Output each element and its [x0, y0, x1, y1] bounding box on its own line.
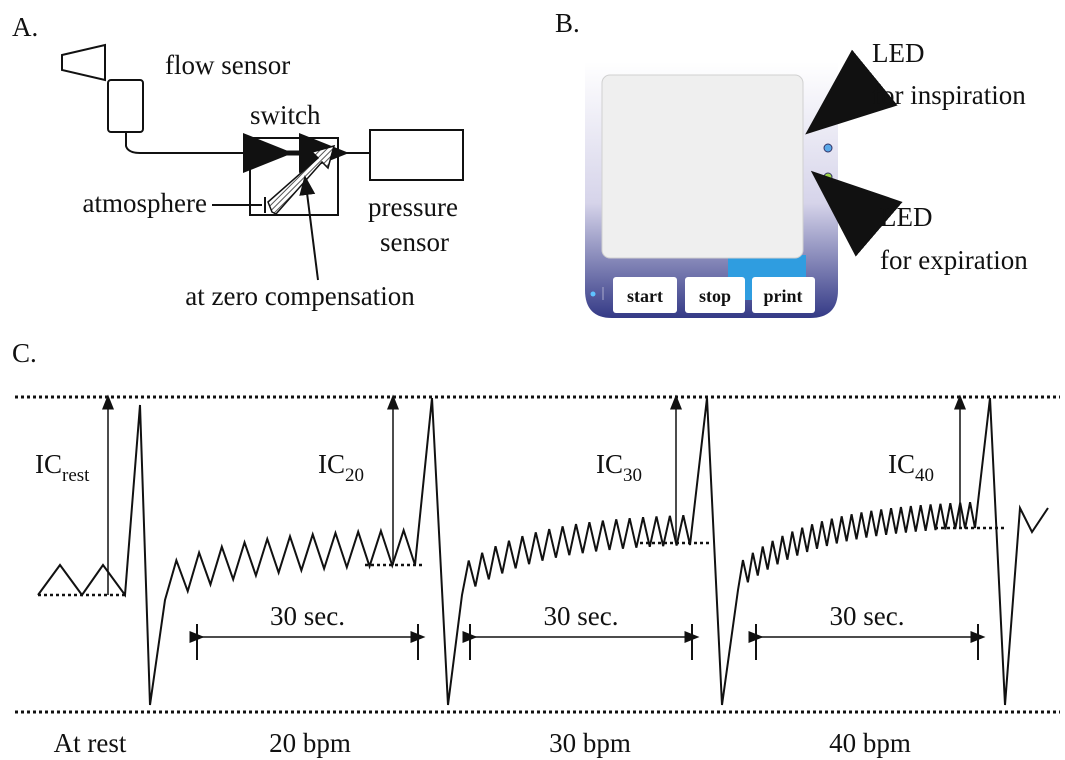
ic-sub: 40: [915, 465, 934, 486]
nozzle: [61, 43, 106, 82]
label: flow sensor: [165, 50, 290, 80]
button[interactable]: [613, 277, 677, 313]
button[interactable]: [752, 277, 815, 313]
label: pressure: [368, 192, 458, 222]
duration-label: 30 sec.: [270, 601, 345, 631]
label: at zero compensation: [185, 281, 415, 311]
waveform: [37, 397, 1049, 706]
duration-ends: [469, 624, 693, 660]
label: atmosphere: [83, 188, 207, 218]
led: [823, 143, 833, 153]
arrow: [810, 170, 903, 257]
label: LED: [872, 38, 924, 68]
sensor-body: [107, 79, 144, 133]
ic-label: ICrest: [35, 449, 90, 486]
ic-label: IC20: [318, 449, 364, 486]
button-label: start: [627, 286, 663, 306]
atmosphere-line: [212, 197, 266, 213]
label: sensor: [380, 227, 449, 257]
dot: [590, 291, 596, 297]
duration-ends: [196, 624, 419, 660]
ic: IC: [888, 449, 915, 479]
hatched-arrow: [267, 144, 336, 215]
label: LED: [880, 202, 932, 232]
tube: [125, 132, 370, 154]
pressure-box: [369, 129, 464, 181]
duration-ends: [755, 624, 979, 660]
panel-a: A. flow sensor switch atmosphere pressur…: [12, 12, 464, 311]
duration-label: 30 sec.: [830, 601, 905, 631]
ic-label: IC30: [596, 449, 642, 486]
panel-label: B.: [555, 8, 580, 38]
button[interactable]: [685, 277, 745, 313]
ic: IC: [596, 449, 623, 479]
led: [823, 115, 833, 125]
ic-label: IC40: [888, 449, 934, 486]
arrow: [805, 49, 898, 135]
ic-sub: 30: [623, 465, 642, 486]
label: for inspiration: [872, 80, 1026, 110]
screen: [601, 74, 804, 259]
panel-label: C.: [12, 338, 37, 368]
ic-sub: rest: [62, 465, 90, 486]
rate-label: 20 bpm: [269, 728, 351, 758]
rate-label: At rest: [54, 728, 127, 758]
pointer: [299, 175, 319, 281]
button-label: print: [763, 286, 802, 306]
panel-label: A.: [12, 12, 38, 42]
ic-sub: 20: [345, 465, 364, 486]
panel-b: B. start stop print LED for inspiration …: [555, 8, 1028, 318]
duration-label: 30 sec.: [544, 601, 619, 631]
rate-label: 40 bpm: [829, 728, 911, 758]
label: switch: [250, 100, 321, 130]
ic: IC: [318, 449, 345, 479]
button-label: stop: [699, 286, 731, 306]
ic: IC: [35, 449, 62, 479]
rate-label: 30 bpm: [549, 728, 631, 758]
led: [823, 172, 833, 182]
label: for expiration: [880, 245, 1028, 275]
